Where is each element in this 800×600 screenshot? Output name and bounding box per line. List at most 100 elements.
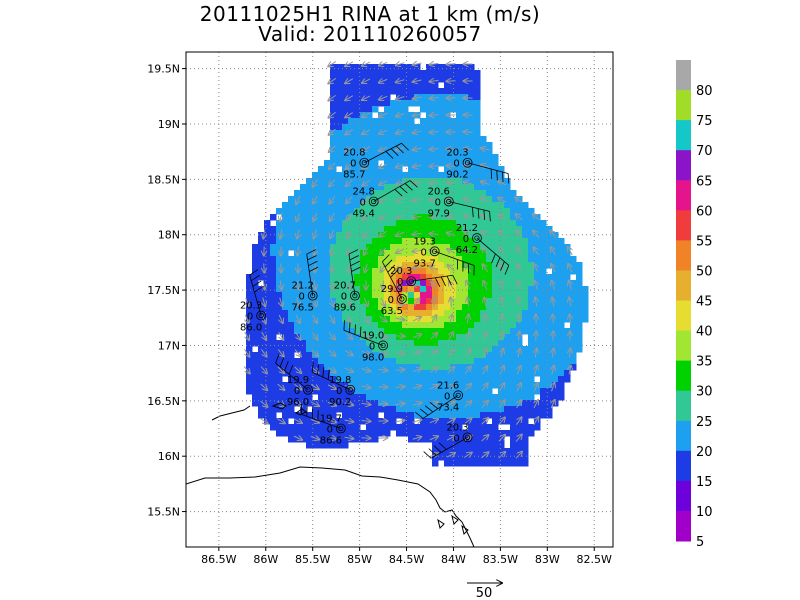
colorbar-label: 30 [696, 385, 713, 400]
station-zero-label: 0 [463, 234, 469, 245]
coastline-segment [437, 518, 445, 529]
station-zero-label: 0 [421, 247, 427, 258]
station-marker: 020.8 85.7 [343, 142, 409, 181]
lon-tick-label: 83.5W [483, 553, 518, 566]
lat-tick-label: 19.5N [147, 63, 180, 76]
lon-tick-label: 85W [347, 553, 372, 566]
colorbar-swatch [676, 510, 691, 542]
colorbar-label: 55 [696, 234, 713, 249]
station-top-value: 21.2 [292, 281, 314, 292]
lon-tick-label: 86W [253, 553, 278, 566]
colorbar-swatch [676, 90, 691, 121]
station-marker: 019.9 96.0 [275, 353, 313, 408]
colorbar-label: 25 [696, 415, 713, 430]
colorbar-swatch [676, 420, 691, 452]
lon-tick-label: 86.5W [201, 553, 236, 566]
station-top-value: 19.9 [287, 375, 309, 386]
station-zero-label: 0 [388, 295, 394, 306]
station-marker: 021.6 73.4 [415, 380, 464, 419]
lon-tick-label: 82.5W [577, 553, 612, 566]
colorbar-label: 40 [696, 325, 713, 340]
station-marker: 020.3 90.2 [446, 148, 510, 184]
reference-vector-label: 50 [476, 586, 493, 600]
station-bottom-value: 63.5 [381, 306, 403, 317]
station-top-value: 19.3 [414, 236, 436, 247]
station-bottom-value: 93.7 [414, 258, 436, 269]
colorbar-swatch [676, 480, 691, 512]
station-top-value: 20.7 [334, 281, 356, 292]
station-bottom-value: 97.9 [428, 208, 450, 219]
colorbar-label: 60 [696, 204, 713, 219]
colorbar-swatch [676, 360, 691, 392]
colorbar-swatch [676, 60, 691, 91]
dropsonde-stations: 020.885.7020.390.2024.849.4020.697.9021.… [240, 142, 510, 459]
colorbar-swatch [676, 150, 691, 181]
colorbar-label: 50 [696, 264, 713, 279]
colorbar-swatch [676, 300, 691, 332]
coastline-segment [186, 466, 475, 547]
colorbar-label: 5 [696, 535, 704, 550]
station-top-value: 21.2 [456, 223, 478, 234]
station-bottom-value: 90.2 [329, 397, 351, 408]
station-marker: 020.3 [390, 266, 458, 288]
plot-frame [185, 51, 614, 548]
station-top-value: 20.3 [446, 148, 468, 159]
coastline [186, 402, 475, 547]
colorbar-swatch [676, 390, 691, 422]
station-zero-label: 0 [247, 312, 253, 323]
station-marker: 024.8 49.4 [353, 180, 418, 219]
coastline-segment [461, 524, 469, 535]
station-top-value: 20.3 [446, 422, 468, 433]
station-bottom-value: 90.2 [446, 170, 468, 181]
station-bottom-value: 96.0 [287, 397, 309, 408]
station-top-value: 19.0 [362, 330, 384, 341]
lat-tick-label: 16N [158, 450, 180, 463]
reference-vector: 50 [467, 583, 502, 600]
station-top-value: 24.8 [353, 186, 375, 197]
map-title: 20111025H1 RINA at 1 km (m/s) [199, 2, 541, 26]
station-bottom-value: 85.7 [343, 170, 365, 181]
lat-tick-label: 17N [158, 339, 180, 352]
station-zero-label: 0 [341, 292, 347, 303]
station-marker: 020.6 97.9 [428, 186, 491, 222]
lon-tick-label: 84W [441, 553, 466, 566]
lat-lon-grid [186, 52, 613, 547]
station-zero-label: 0 [336, 386, 342, 397]
station-top-value: 21.6 [437, 380, 459, 391]
station-top-value: 20.3 [240, 301, 262, 312]
colorbar-swatch [676, 180, 691, 211]
station-top-value: 20.8 [343, 148, 365, 159]
colorbar-swatch [676, 330, 691, 362]
station-top-value: 20.3 [390, 266, 412, 277]
colorbar-label: 80 [696, 84, 713, 99]
station-zero-label: 0 [453, 433, 459, 444]
colorbar-swatch [676, 270, 691, 301]
station-marker: 019.0 98.0 [343, 320, 388, 363]
station-bottom-value: 86.6 [320, 436, 342, 447]
lon-tick-label: 84.5W [389, 553, 424, 566]
lat-tick-label: 18.5N [147, 173, 180, 186]
station-top-value: 19.8 [329, 375, 351, 386]
lat-tick-label: 17.5N [147, 284, 180, 297]
valid-time: Valid: 201110260057 [258, 22, 482, 46]
station-zero-label: 0 [360, 197, 366, 208]
station-bottom-value: 98.0 [362, 352, 384, 363]
station-zero-label: 0 [350, 159, 356, 170]
station-zero-label: 0 [294, 386, 300, 397]
station-zero-label: 0 [453, 159, 459, 170]
lat-tick-label: 18N [158, 229, 180, 242]
station-marker: 020.7 89.6 [334, 249, 361, 314]
coastline-segment [211, 405, 251, 421]
coastline-segment [271, 402, 287, 410]
colorbar-label: 10 [696, 505, 713, 520]
colorbar-label: 20 [696, 445, 713, 460]
colorbar-swatch [676, 450, 691, 482]
colorbar-label: 75 [696, 114, 713, 129]
station-zero-label: 0 [299, 292, 305, 303]
station-marker: 021.2 64.2 [456, 223, 510, 275]
lat-tick-label: 19N [158, 118, 180, 131]
lat-tick-label: 16.5N [147, 395, 180, 408]
colorbar-label: 15 [696, 475, 713, 490]
